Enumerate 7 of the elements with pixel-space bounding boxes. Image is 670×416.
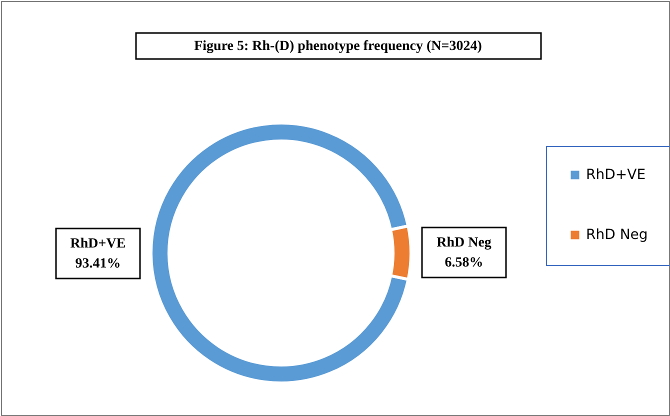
chart-title: Figure 5: Rh-(D) phenotype frequency (N=3024) [194, 39, 482, 54]
legend-label: RhD Neg [586, 227, 648, 243]
slice-label: RhD+VE [70, 236, 126, 252]
legend-label: RhD+VE [586, 167, 646, 183]
data-label: 93.41% [75, 256, 121, 272]
data-label: 6.58% [444, 256, 484, 271]
slice-label: RhD Neg [436, 236, 492, 251]
